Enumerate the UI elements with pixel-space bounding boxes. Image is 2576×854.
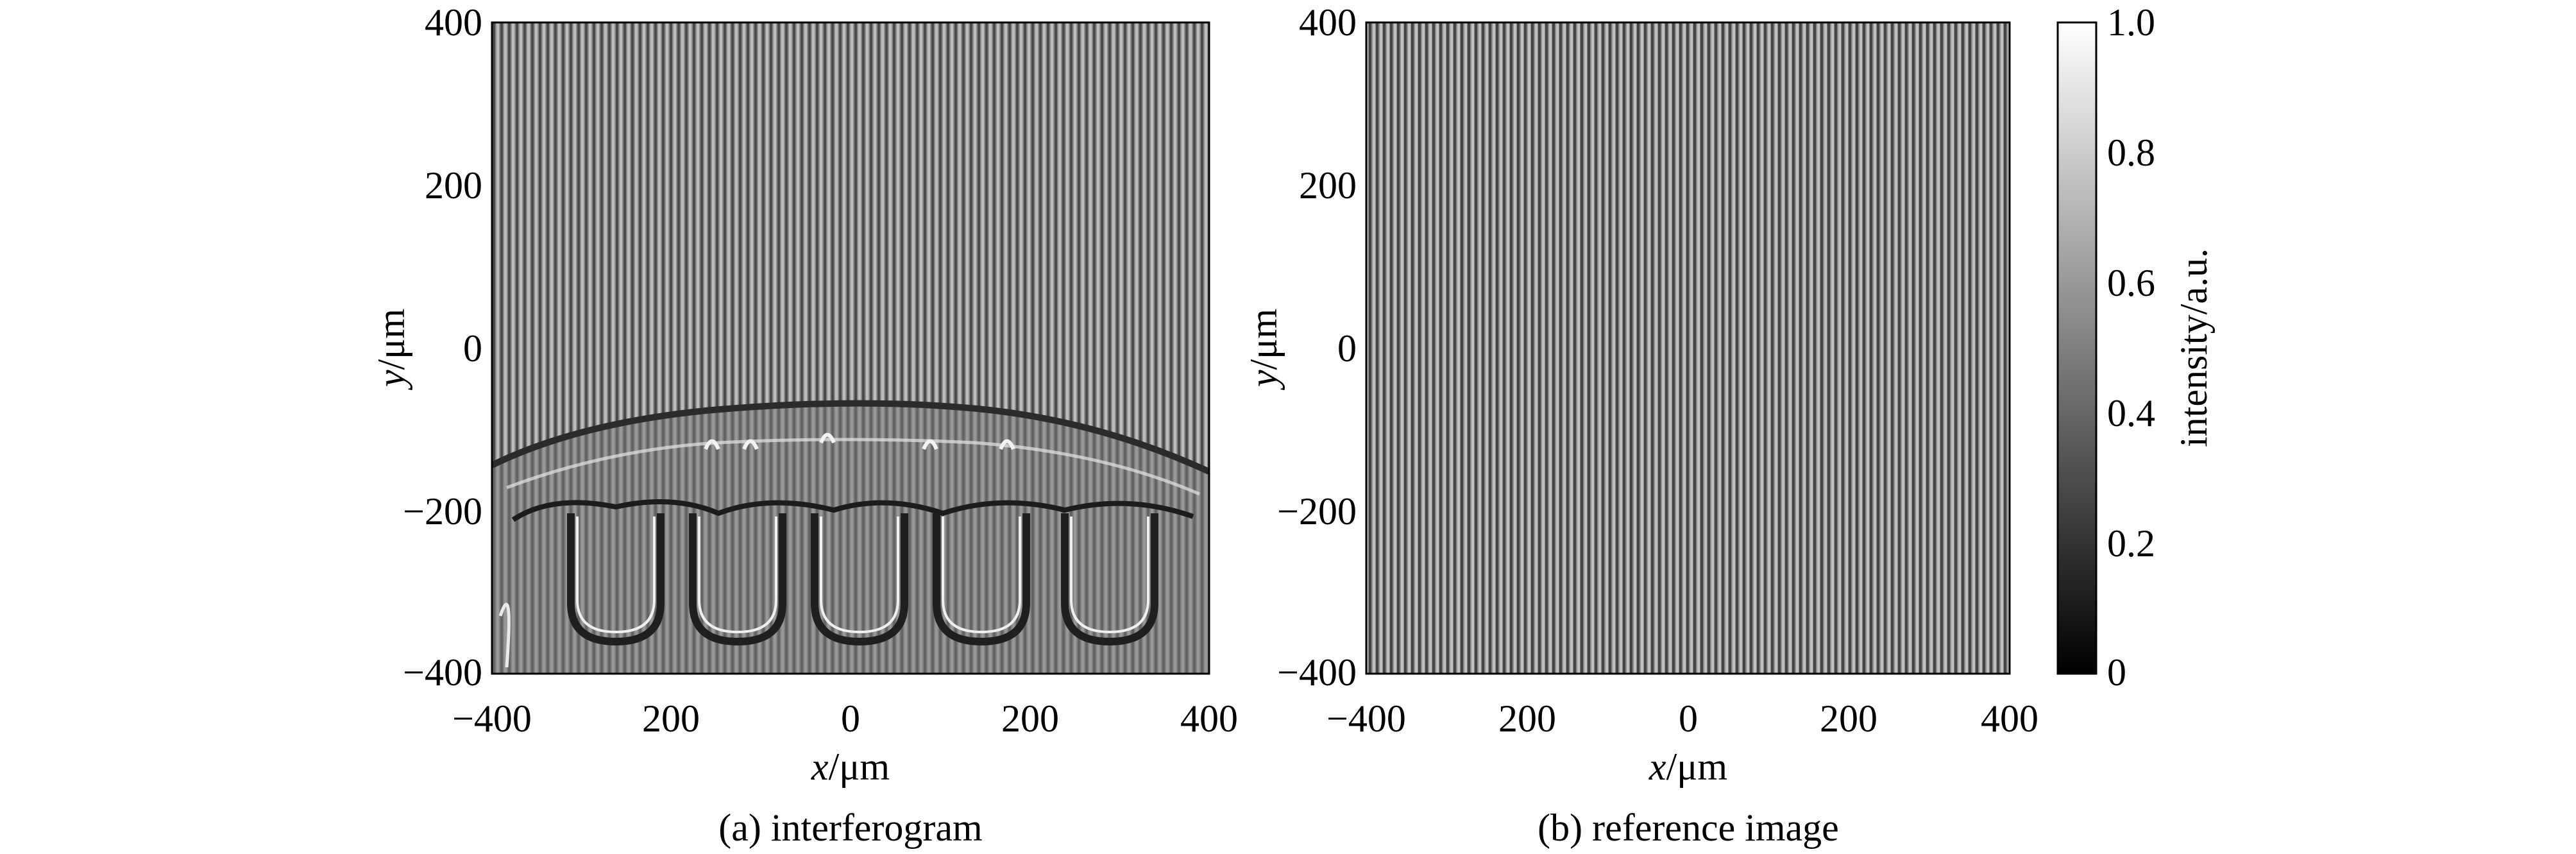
colorbar-tick-label: 0 bbox=[2107, 651, 2126, 694]
x-tick-label: 200 bbox=[1498, 697, 1556, 740]
interferogram-y-axis-label: y/μm bbox=[370, 309, 412, 391]
y-tick-label: 400 bbox=[1299, 1, 1357, 44]
colorbar-tick-label: 0.8 bbox=[2107, 132, 2155, 174]
y-tick-label: −400 bbox=[403, 651, 482, 694]
reference-x-ticks: −400 200 0 200 400 bbox=[1326, 697, 2038, 740]
panel-interferogram: −400 200 0 200 400 400 200 0 −200 −400 x… bbox=[370, 1, 1238, 849]
y-tick-label: 400 bbox=[425, 1, 482, 44]
y-tick-label: 0 bbox=[463, 327, 482, 370]
y-tick-label: −400 bbox=[1277, 651, 1357, 694]
interferogram-disturbance bbox=[492, 400, 1209, 674]
interferogram-y-ticks: 400 200 0 −200 −400 bbox=[403, 1, 482, 694]
colorbar-tick-label: 0.2 bbox=[2107, 522, 2155, 565]
colorbar: 1.0 0.8 0.6 0.4 0.2 0 intensity/a.u. bbox=[2056, 1, 2215, 694]
y-tick-label: 200 bbox=[425, 164, 482, 207]
colorbar-tick-label: 0.4 bbox=[2107, 392, 2155, 434]
x-tick-label: 0 bbox=[841, 697, 860, 740]
y-tick-label: 0 bbox=[1337, 327, 1357, 370]
x-tick-label: 200 bbox=[1820, 697, 1877, 740]
y-tick-label: −200 bbox=[1277, 490, 1357, 533]
reference-y-ticks: 400 200 0 −200 −400 bbox=[1277, 1, 1357, 694]
colorbar-gradient bbox=[2056, 21, 2097, 675]
y-tick-label: −200 bbox=[403, 490, 482, 533]
y-tick-label: 200 bbox=[1299, 164, 1357, 207]
interferogram-x-axis-label: x/μm bbox=[811, 746, 890, 788]
x-tick-label: −400 bbox=[452, 697, 532, 740]
x-tick-label: 400 bbox=[1180, 697, 1238, 740]
reference-x-axis-label: x/μm bbox=[1648, 746, 1727, 788]
reference-frame bbox=[1365, 21, 2011, 675]
reference-y-axis-label: y/μm bbox=[1242, 309, 1285, 391]
interferogram-caption: (a) interferogram bbox=[718, 807, 982, 849]
interferogram-frame bbox=[491, 21, 1210, 675]
x-tick-label: 400 bbox=[1981, 697, 2038, 740]
interferogram-x-ticks: −400 200 0 200 400 bbox=[452, 697, 1238, 740]
reference-image bbox=[1366, 22, 2010, 674]
panel-reference-image: −400 200 0 200 400 400 200 0 −200 −400 x… bbox=[1242, 1, 2038, 849]
colorbar-tick-label: 0.6 bbox=[2107, 262, 2155, 304]
x-tick-label: 200 bbox=[642, 697, 700, 740]
x-tick-label: 200 bbox=[1001, 697, 1059, 740]
x-tick-label: 0 bbox=[1679, 697, 1698, 740]
x-tick-label: −400 bbox=[1326, 697, 1406, 740]
reference-caption: (b) reference image bbox=[1538, 807, 1839, 849]
colorbar-tick-label: 1.0 bbox=[2107, 1, 2155, 44]
colorbar-label: intensity/a.u. bbox=[2173, 248, 2215, 447]
